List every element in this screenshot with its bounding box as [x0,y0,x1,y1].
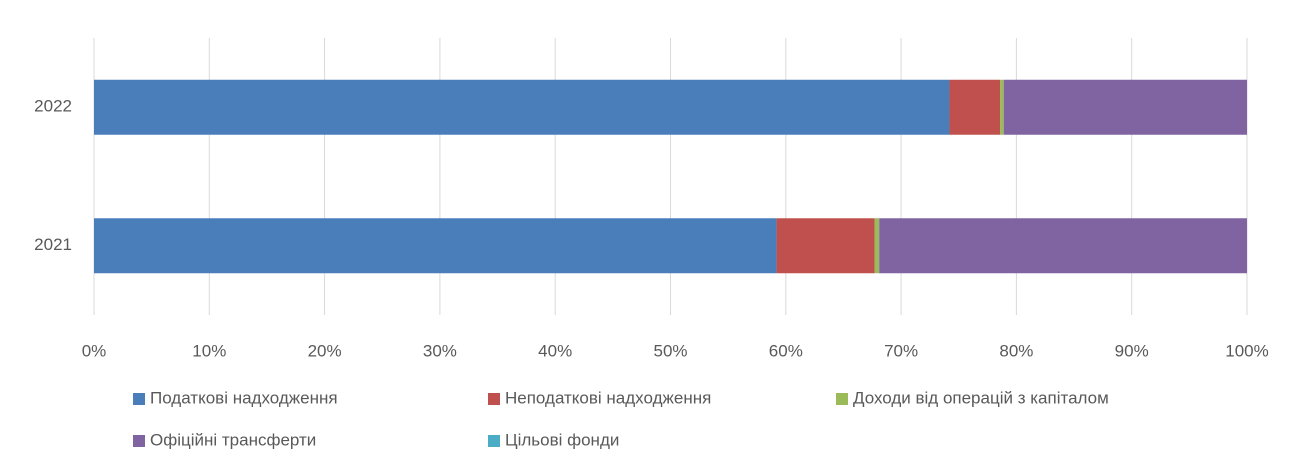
x-tick-label: 100% [1225,341,1268,360]
legend-swatch [133,393,145,405]
x-tick-label: 90% [1115,341,1149,360]
x-tick-label: 20% [308,341,342,360]
legend-label: Доходи від операцій з капіталом [853,388,1109,407]
x-tick-label: 40% [538,341,572,360]
legend-swatch [488,435,500,447]
x-tick-label: 10% [192,341,226,360]
bar-segment [879,218,1247,274]
x-tick-label: 0% [82,341,107,360]
bar-segment [1003,79,1247,135]
legend-label: Неподаткові надходження [505,388,711,407]
x-tick-label: 80% [999,341,1033,360]
legend-swatch [488,393,500,405]
legend-label: Офіційні трансферти [150,430,316,449]
bar-segment [776,218,875,274]
x-tick-label: 50% [653,341,687,360]
bar-segment [874,218,880,274]
x-tick-label: 60% [769,341,803,360]
legend-label: Податкові надходження [150,388,338,407]
x-tick-label: 70% [884,341,918,360]
legend-swatch [133,435,145,447]
bar-segment [949,79,1001,135]
bar-segment [94,218,777,274]
bar-segment [1000,79,1004,135]
bar-segment [94,79,950,135]
x-tick-label: 30% [423,341,457,360]
y-tick-label: 2022 [34,97,72,116]
y-tick-label: 2021 [34,235,72,254]
legend-swatch [836,393,848,405]
legend-label: Цільові фонди [505,430,619,449]
